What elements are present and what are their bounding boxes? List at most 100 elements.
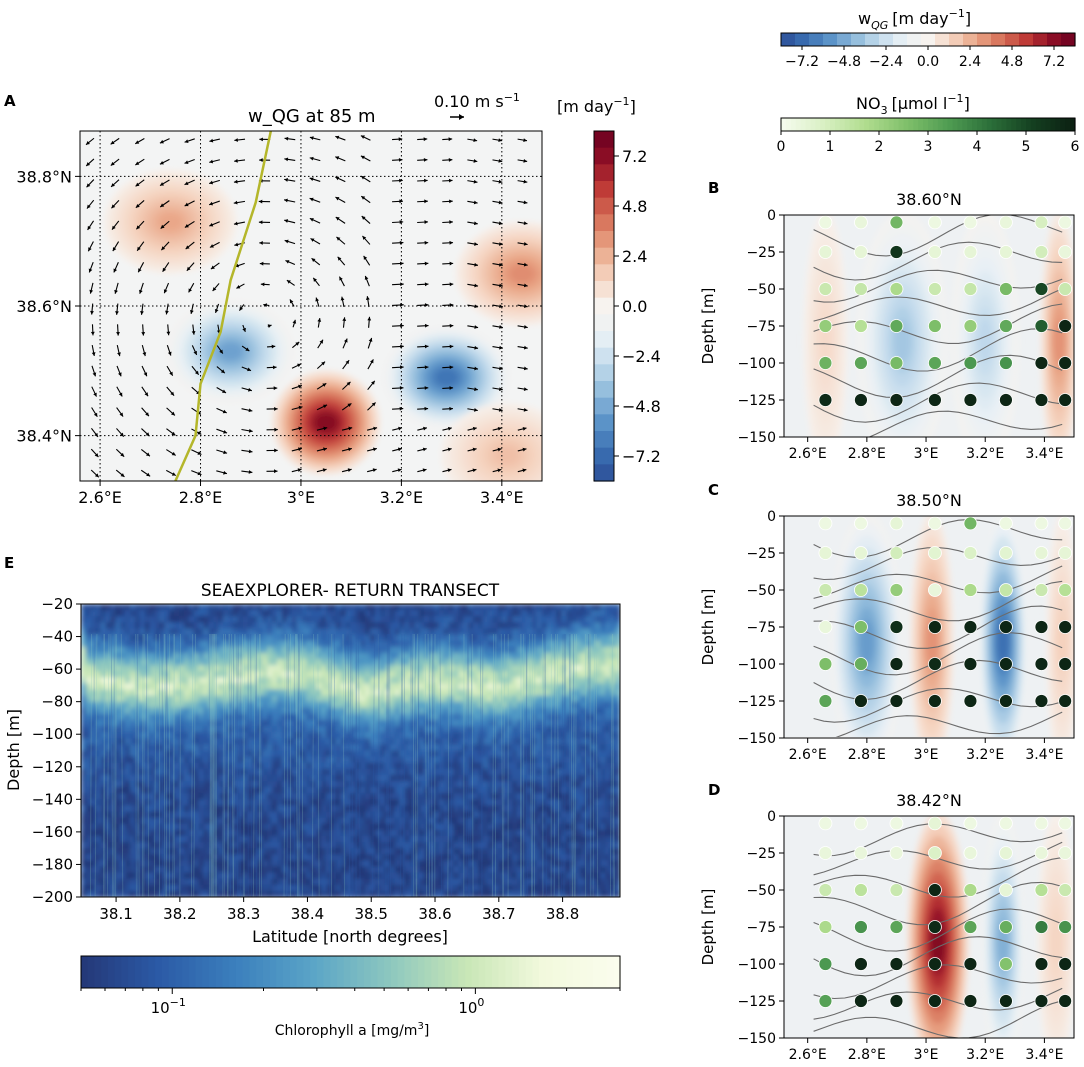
chlorophyll-cell	[379, 756, 386, 764]
chlorophyll-cell	[218, 823, 224, 831]
chlorophyll-cell	[335, 860, 342, 868]
chlorophyll-cell	[497, 665, 504, 672]
chlorophyll-cell	[375, 671, 381, 679]
nitrate-sample	[963, 393, 978, 407]
chlorophyll-cell	[247, 695, 254, 703]
chlorophyll-cell	[448, 701, 455, 709]
colorbar-top-band	[1061, 33, 1076, 46]
chlorophyll-cell	[473, 884, 479, 892]
chlorophyll-cell	[458, 872, 464, 880]
chlorophyll-cell	[110, 604, 117, 611]
nitrate-sample	[1058, 816, 1073, 831]
chlorophyll-cell	[463, 835, 469, 843]
chlorophyll-cell	[502, 872, 509, 880]
chlorophyll-cell	[507, 890, 513, 897]
chlorophyll-cell	[237, 835, 244, 843]
chlorophyll-cell	[424, 842, 430, 849]
chlorophyll-cell	[218, 866, 224, 874]
velocity-arrow	[135, 179, 145, 187]
chlorophyll-cell	[237, 799, 244, 807]
chlorophyll-cell	[183, 787, 190, 795]
chlorophyll-cell	[438, 665, 445, 672]
colorbar-a-band	[594, 231, 614, 249]
chlorophyll-cell	[487, 866, 494, 874]
chlorophyll-cell	[453, 689, 460, 697]
chlorophyll-cell	[267, 683, 273, 691]
chlorophyll-cell	[105, 713, 112, 721]
chlorophyll-cell	[502, 842, 509, 849]
chlorophyll-cell	[370, 823, 376, 831]
chlorophyll-cell	[497, 719, 504, 727]
chlorophyll-cell	[237, 756, 244, 764]
chlorophyll-cell	[144, 719, 151, 727]
chlorophyll-cell	[453, 665, 460, 672]
chlorophyll-cell	[286, 652, 293, 660]
chlorophyll-cell	[419, 848, 425, 856]
chlorophyll-cell	[85, 750, 92, 758]
chlorophyll-cell	[228, 842, 234, 849]
chlorophyll-cell	[213, 744, 219, 752]
chlorophyll-cell	[272, 707, 278, 715]
chlorophyll-cell	[301, 762, 308, 770]
chlorophyll-cell	[330, 878, 337, 886]
chlorophyll-cell	[81, 646, 87, 654]
chlorophyll-cell	[335, 781, 342, 788]
chlorophyll-cell	[492, 707, 499, 715]
chlorophyll-cell	[174, 732, 180, 740]
chlorophyll-cell	[286, 768, 293, 776]
chlorophyll-cell	[257, 622, 264, 630]
chlorophyll-cell	[316, 811, 322, 819]
chlorophyll-cell	[223, 738, 229, 746]
velocity-arrow	[335, 176, 346, 183]
chlorophyll-cell	[130, 793, 136, 801]
chlorophyll-cell	[463, 823, 469, 831]
chlorophyll-cell	[85, 719, 92, 727]
colorbar-top-tick-label: 4.8	[1001, 54, 1023, 70]
panel-c-title: 38.50°N	[896, 491, 962, 510]
chlorophyll-cell	[213, 640, 219, 648]
chlorophyll-cell	[316, 860, 322, 868]
velocity-arrow	[392, 468, 402, 473]
chlorophyll-cell	[438, 781, 445, 788]
colorbar-no3-band	[947, 118, 954, 131]
chlorophyll-cell	[448, 707, 455, 715]
chlorophyll-cell	[154, 781, 161, 788]
w-anomaly-4	[455, 221, 542, 326]
chlorophyll-cell	[223, 860, 229, 868]
chlorophyll-cell	[375, 878, 381, 886]
chlorophyll-cell	[169, 726, 175, 733]
velocity-arrow	[139, 282, 144, 294]
velocity-arrow	[392, 426, 403, 431]
chlorophyll-cell	[85, 671, 92, 679]
nitrate-sample	[1058, 215, 1073, 230]
chlorophyll-cell	[85, 622, 92, 630]
chlorophyll-cell	[330, 677, 337, 685]
chlorophyll-cell	[384, 884, 391, 892]
chlorophyll-cell	[458, 689, 464, 697]
chlorophyll-cell	[350, 671, 357, 679]
chlorophyll-cell	[193, 787, 200, 795]
chlorophyll-cell	[311, 793, 317, 801]
chlorophyll-cell	[164, 604, 170, 611]
velocity-arrow	[241, 470, 253, 474]
chlorophyll-cell	[360, 768, 366, 776]
chlorophyll-cell	[340, 817, 347, 825]
chlorophyll-cell	[272, 884, 278, 892]
nitrate-sample	[854, 846, 868, 860]
chlorophyll-cell	[433, 695, 440, 703]
chlorophyll-cell	[301, 646, 308, 654]
chlorophyll-cell	[428, 713, 435, 721]
chlorophyll-cell	[252, 756, 259, 764]
velocity-arrow	[191, 324, 196, 335]
chlorophyll-cell	[301, 799, 308, 807]
chlorophyll-cell	[218, 762, 224, 770]
chlorophyll-cell	[159, 646, 166, 654]
chlorophyll-cell	[85, 890, 92, 897]
chlorophyll-cell	[277, 829, 283, 837]
chlorophyll-cell	[482, 646, 489, 654]
chlorophyll-cell	[252, 640, 259, 648]
chlorophyll-cell	[477, 695, 484, 703]
chlorophyll-cell	[497, 787, 504, 795]
chlorophyll-cell	[409, 878, 415, 886]
chlorophyll-cell	[355, 652, 362, 660]
